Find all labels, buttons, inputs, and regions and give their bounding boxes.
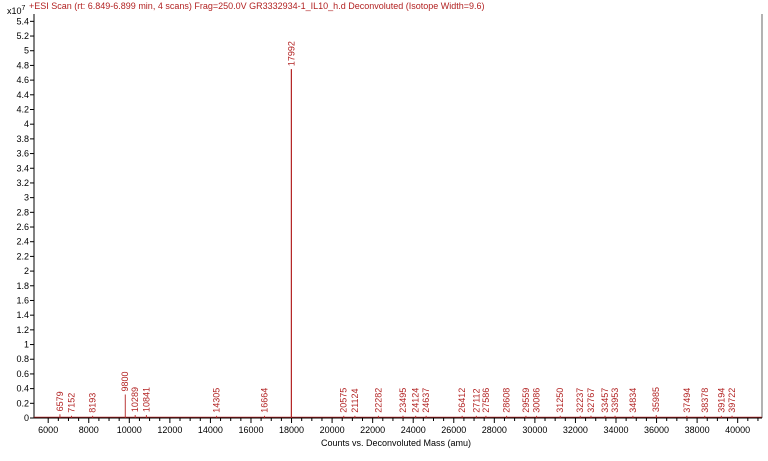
peak-label-24637: 24637 (421, 388, 431, 413)
y-tick-label: 1.2 (16, 325, 29, 335)
x-axis-title: Counts vs. Deconvoluted Mass (amu) (321, 438, 471, 448)
x-tick-label: 32000 (563, 425, 588, 435)
chart-title: +ESI Scan (rt: 6.849-6.899 min, 4 scans)… (29, 1, 485, 11)
y-tick-label: 4.6 (16, 75, 29, 85)
y-tick-label: 3.6 (16, 149, 29, 159)
peak-label-33953: 33953 (610, 388, 620, 413)
y-tick-label: 2.6 (16, 222, 29, 232)
y-tick-label: 0.4 (16, 384, 29, 394)
peak-label-29559: 29559 (521, 388, 531, 413)
y-tick-label: 0.8 (16, 354, 29, 364)
peak-label-6579: 6579 (55, 391, 65, 411)
peak-label-20575: 20575 (339, 388, 349, 413)
y-tick-label: 1.4 (16, 310, 29, 320)
peak-label-21124: 21124 (350, 388, 360, 412)
peak-label-31250: 31250 (555, 388, 565, 413)
x-tick-label: 28000 (482, 425, 507, 435)
peak-label-8193: 8193 (88, 393, 98, 413)
x-tick-label: 10000 (117, 425, 142, 435)
y-axis: 0 0.2 0.4 0.6 0.8 1 1.2 1.4 1.6 1.8 2 2.2 2.4 2.6 2.8 3… (16, 16, 34, 423)
x-tick-label: 20000 (320, 425, 345, 435)
x-tick-label: 40000 (725, 425, 750, 435)
y-tick-label: 4 (24, 119, 29, 129)
peak-label-30086: 30086 (532, 388, 542, 413)
peak-label-9800: 9800 (120, 371, 130, 391)
y-tick-label: 4.8 (16, 60, 29, 70)
peak-label-27112: 27112 (471, 388, 481, 412)
peak-label-33457: 33457 (600, 388, 610, 413)
y-tick-label: 1.6 (16, 295, 29, 305)
peak-label-23495: 23495 (398, 388, 408, 413)
y-tick-label: 2.4 (16, 237, 29, 247)
peak-label-32767: 32767 (586, 388, 596, 413)
y-multiplier-exponent: 7 (22, 5, 26, 12)
y-tick-label: 0 (24, 413, 29, 423)
x-tick-label: 14000 (198, 425, 223, 435)
x-tick-label: 22000 (360, 425, 385, 435)
y-tick-label: 3.8 (16, 134, 29, 144)
y-tick-label: 2.8 (16, 207, 29, 217)
peak-label-16664: 16664 (259, 388, 269, 413)
y-tick-label: 5 (24, 46, 29, 56)
peak-label-39722: 39722 (727, 388, 737, 413)
y-tick-label: 2 (24, 266, 29, 276)
y-multiplier: x107 (7, 5, 26, 16)
peak-label-22282: 22282 (373, 388, 383, 413)
x-tick-label: 16000 (238, 425, 263, 435)
y-tick-label: 1 (24, 340, 29, 350)
y-tick-label: 1.8 (16, 281, 29, 291)
peak-label-10841: 10841 (141, 387, 151, 412)
y-multiplier-base: x10 (7, 6, 22, 16)
y-tick-label: 3.2 (16, 178, 29, 188)
y-tick-label: 0.2 (16, 398, 29, 408)
peak-label-7152: 7152 (67, 393, 77, 413)
peak-label-26412: 26412 (457, 388, 467, 413)
y-tick-label: 3.4 (16, 163, 29, 173)
peak-label-39194: 39194 (716, 388, 726, 413)
spectrum-series (34, 69, 762, 418)
peak-label-32237: 32237 (575, 388, 585, 413)
y-tick-label: 0.6 (16, 369, 29, 379)
x-tick-label: 38000 (685, 425, 710, 435)
x-tick-label: 18000 (279, 425, 304, 435)
peak-label-17992: 17992 (286, 41, 296, 66)
peak-label-35985: 35985 (651, 387, 661, 412)
y-tick-label: 2.2 (16, 251, 29, 261)
y-tick-label: 3 (24, 193, 29, 203)
x-tick-label: 8000 (79, 425, 99, 435)
peak-label-14305: 14305 (212, 388, 222, 413)
peak-label-37494: 37494 (682, 388, 692, 413)
x-tick-label: 12000 (157, 425, 182, 435)
x-tick-label: 36000 (644, 425, 669, 435)
x-tick-label: 6000 (38, 425, 58, 435)
x-tick-label: 34000 (603, 425, 628, 435)
x-tick-label: 26000 (441, 425, 466, 435)
x-tick-label: 30000 (522, 425, 547, 435)
peak-label-28608: 28608 (502, 388, 512, 413)
peak-label-34834: 34834 (628, 388, 638, 413)
plot-frame (33, 14, 763, 419)
y-tick-label: 4.2 (16, 104, 29, 114)
y-tick-label: 5.4 (16, 16, 29, 26)
x-axis: 6000 8000 10000 12000 14000 16000 18000 20000 22… (38, 418, 759, 435)
x-tick-label: 24000 (401, 425, 426, 435)
peak-label-10289: 10289 (130, 387, 140, 412)
y-tick-label: 4.4 (16, 90, 29, 100)
peak-label-38378: 38378 (700, 388, 710, 413)
peak-label-24124: 24124 (411, 388, 421, 413)
y-tick-label: 5.2 (16, 31, 29, 41)
peak-label-27586: 27586 (481, 388, 491, 413)
